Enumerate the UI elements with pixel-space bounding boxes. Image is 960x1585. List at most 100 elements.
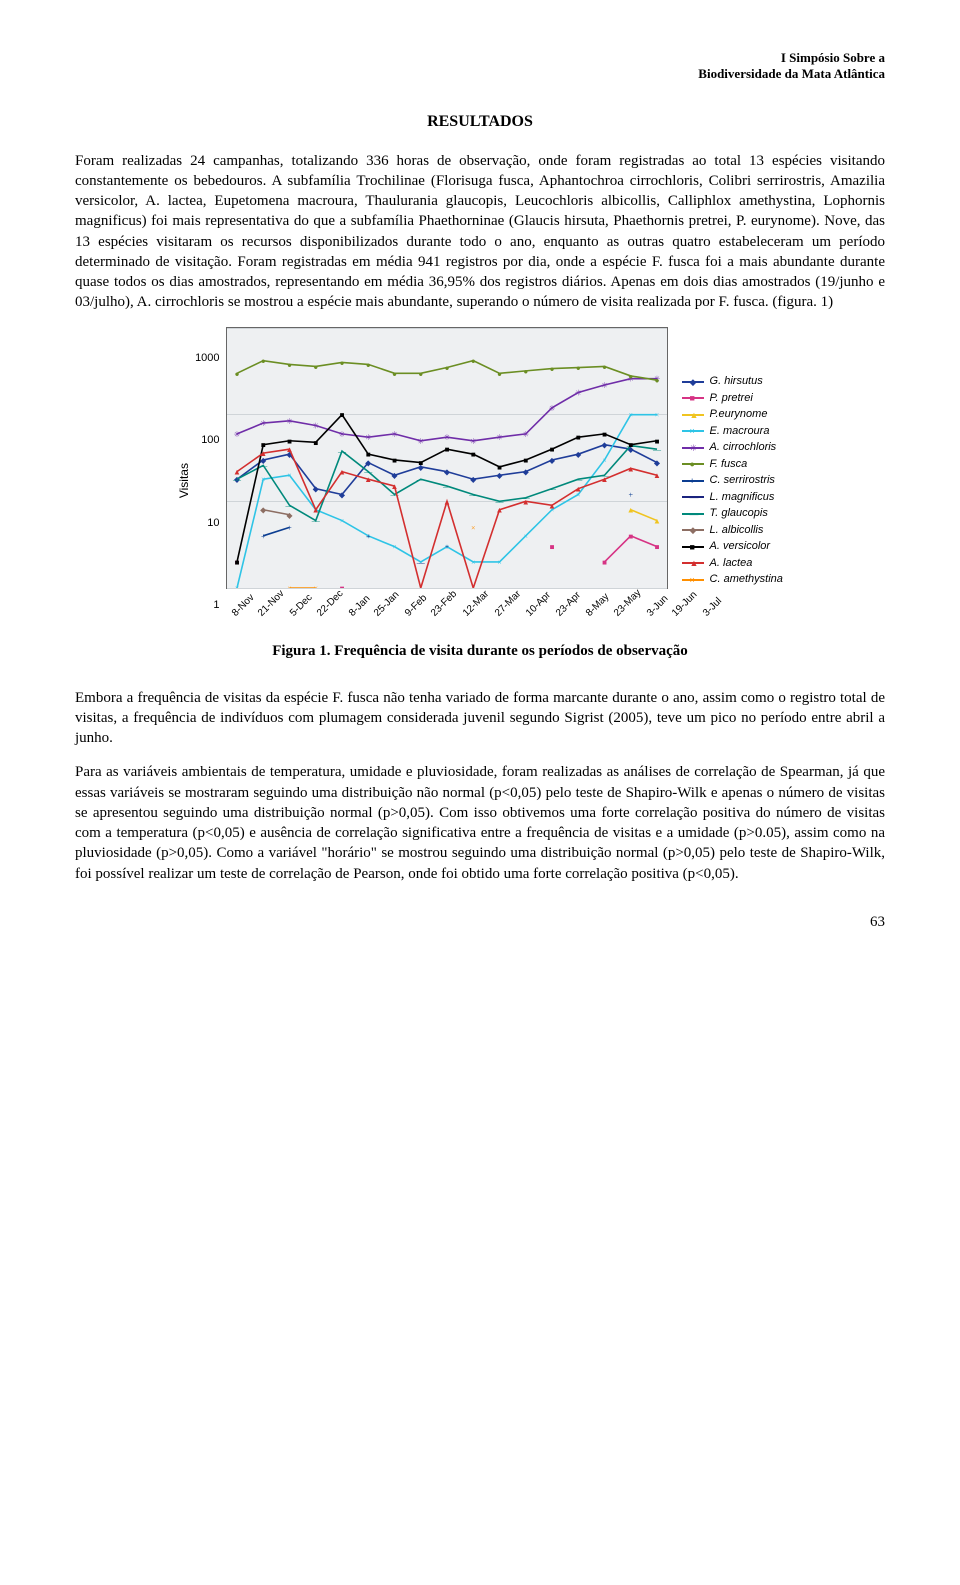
svg-text:◆: ◆: [522, 467, 529, 476]
svg-text:▲: ▲: [285, 445, 293, 454]
svg-text:▲: ▲: [521, 497, 529, 506]
svg-text:✳: ✳: [601, 380, 608, 389]
legend-item: ×C. amethystina: [682, 571, 783, 588]
svg-text:●: ●: [287, 360, 292, 369]
svg-text:—: —: [337, 447, 347, 456]
svg-text:■: ■: [628, 440, 633, 449]
svg-text:◆: ◆: [260, 505, 267, 514]
svg-text:×: ×: [287, 471, 292, 480]
legend-item: ✳A. cirrochloris: [682, 439, 783, 456]
svg-text:◆: ◆: [575, 450, 582, 459]
legend-item: ▲P.eurynome: [682, 406, 783, 423]
svg-text:◆: ◆: [286, 510, 293, 519]
svg-text:■: ■: [234, 557, 239, 566]
svg-text:▲: ▲: [548, 501, 556, 510]
svg-text:×: ×: [234, 584, 239, 588]
svg-text:+: +: [287, 523, 292, 532]
svg-text:●: ●: [339, 358, 344, 367]
svg-text:▲: ▲: [233, 467, 241, 476]
svg-text:×: ×: [261, 475, 266, 484]
svg-text:●: ●: [549, 364, 554, 373]
svg-text:×: ×: [471, 523, 476, 532]
legend-item: —T. glaucopis: [682, 505, 783, 522]
legend-item: ■P. pretrei: [682, 390, 783, 407]
legend-label: F. fusca: [710, 456, 748, 473]
legend-item: +C. serrirostris: [682, 472, 783, 489]
svg-text:●: ●: [260, 356, 265, 365]
legend-item: ●F. fusca: [682, 456, 783, 473]
svg-text:●: ●: [654, 376, 659, 385]
legend-label: L. magnificus: [710, 489, 775, 506]
chart-xticks: 8-Nov21-Nov5-Dec22-Dec8-Jan25-Jan9-Feb23…: [226, 595, 666, 635]
svg-text:✳: ✳: [469, 436, 476, 445]
svg-text:◆: ◆: [548, 455, 555, 464]
section-title: RESULTADOS: [75, 113, 885, 131]
svg-text:■: ■: [497, 462, 502, 471]
ytick-label: 10: [207, 517, 219, 529]
legend-label: L. albicollis: [710, 522, 764, 539]
svg-text:▲: ▲: [443, 497, 451, 506]
legend-item: ×E. macroura: [682, 423, 783, 440]
svg-text:✳: ✳: [286, 416, 293, 425]
svg-text:—: —: [284, 501, 294, 510]
svg-text:■: ■: [549, 445, 554, 454]
svg-text:✳: ✳: [574, 388, 581, 397]
svg-text:▲: ▲: [311, 505, 319, 514]
svg-text:×: ×: [339, 516, 344, 525]
chart-plot-area: ◆◆◆◆◆◆◆◆◆◆◆◆◆◆◆◆◆■■■■■■▲▲×××××××××××××××…: [226, 327, 668, 589]
svg-text:■: ■: [602, 557, 607, 566]
svg-text:+: +: [444, 542, 449, 551]
svg-text:■: ■: [654, 542, 659, 551]
svg-text:✳: ✳: [522, 429, 529, 438]
svg-text:◆: ◆: [338, 490, 345, 499]
svg-text:—: —: [468, 490, 478, 499]
legend-item: ◆G. hirsutus: [682, 373, 783, 390]
svg-text:◆: ◆: [653, 458, 660, 467]
svg-text:◆: ◆: [312, 484, 319, 493]
svg-text:■: ■: [654, 436, 659, 445]
svg-text:▲: ▲: [469, 584, 477, 588]
svg-text:✳: ✳: [338, 429, 345, 438]
page-number: 63: [75, 914, 885, 931]
svg-text:■: ■: [470, 450, 475, 459]
svg-text:●: ●: [497, 369, 502, 378]
svg-text:■: ■: [444, 445, 449, 454]
legend-label: A. lactea: [710, 555, 753, 572]
svg-text:▲: ▲: [653, 471, 661, 480]
svg-text:■: ■: [339, 410, 344, 419]
ytick-label: 1000: [195, 352, 219, 364]
svg-text:▲: ▲: [626, 464, 634, 473]
legend-label: T. glaucopis: [710, 505, 768, 522]
svg-text:✳: ✳: [496, 433, 503, 442]
svg-text:◆: ◆: [365, 458, 372, 467]
svg-text:—: —: [573, 475, 583, 484]
svg-text:✳: ✳: [259, 419, 266, 428]
svg-text:×: ×: [392, 542, 397, 551]
svg-text:▲: ▲: [626, 505, 634, 514]
svg-text:●: ●: [365, 360, 370, 369]
chart-yticks: 1000100101: [195, 352, 225, 612]
svg-text:▲: ▲: [259, 449, 267, 458]
paragraph-2: Embora a frequência de visitas da espéci…: [75, 688, 885, 749]
svg-text:●: ●: [523, 366, 528, 375]
legend-label: P.eurynome: [710, 406, 768, 423]
svg-text:▲: ▲: [416, 584, 424, 588]
svg-text:●: ●: [313, 362, 318, 371]
svg-text:●: ●: [628, 371, 633, 380]
legend-label: C. serrirostris: [710, 472, 775, 489]
figure-caption: Figura 1. Frequência de visita durante o…: [75, 643, 885, 660]
svg-text:■: ■: [523, 455, 528, 464]
legend-item: ■A. versicolor: [682, 538, 783, 555]
svg-text:✳: ✳: [312, 421, 319, 430]
svg-text:▲: ▲: [390, 482, 398, 491]
svg-text:✳: ✳: [417, 436, 424, 445]
svg-text:×: ×: [523, 531, 528, 540]
svg-text:—: —: [652, 445, 662, 454]
header-line2: Biodiversidade da Mata Atlântica: [698, 66, 885, 81]
svg-text:×: ×: [287, 584, 292, 588]
chart-legend: ◆G. hirsutus■P. pretrei▲P.eurynome×E. ma…: [668, 373, 783, 588]
svg-text:×: ×: [497, 557, 502, 566]
legend-item: ▲A. lactea: [682, 555, 783, 572]
legend-label: G. hirsutus: [710, 373, 763, 390]
svg-text:●: ●: [602, 362, 607, 371]
